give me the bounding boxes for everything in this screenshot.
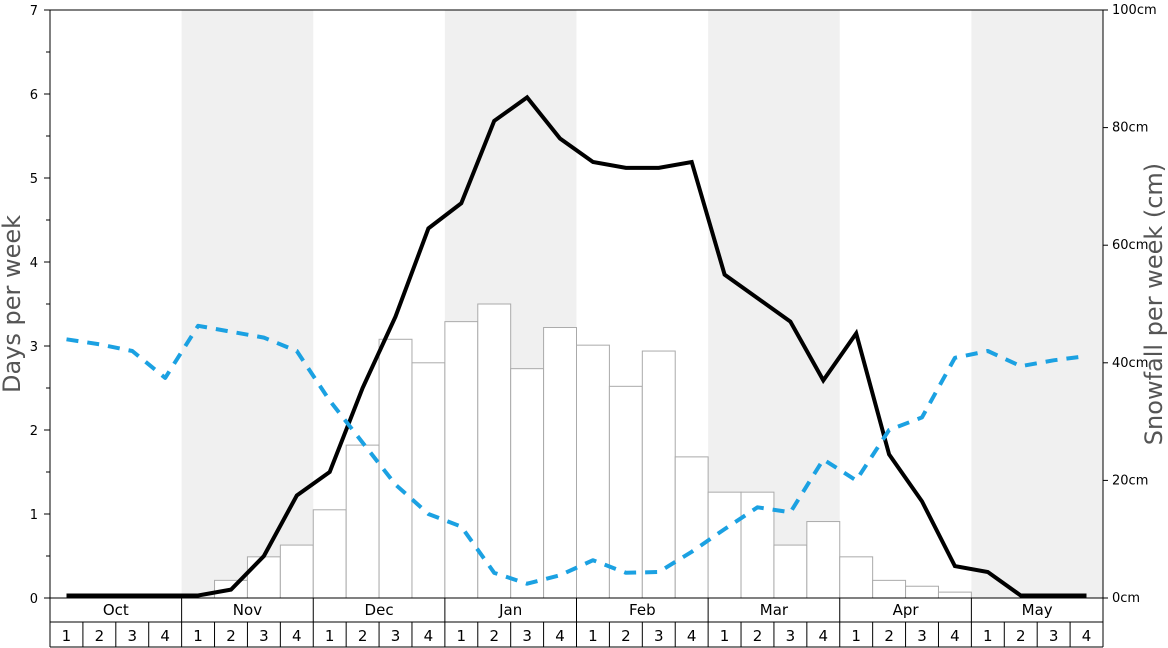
solid-series-line — [66, 94, 1087, 598]
snowfall-bar — [806, 521, 841, 599]
snowfall-bar — [641, 350, 676, 599]
week-label: 4 — [1082, 627, 1092, 645]
week-label: 3 — [127, 627, 137, 645]
week-label: 1 — [720, 627, 730, 645]
week-label: 1 — [62, 627, 72, 645]
week-label: 4 — [819, 627, 829, 645]
y-axis-left-title: Days per week — [0, 215, 26, 393]
snowfall-bar — [839, 556, 874, 599]
snowfall-bar — [937, 591, 972, 599]
left-tick-label: 6 — [30, 88, 38, 103]
right-tick-label: 80cm — [1112, 121, 1148, 136]
week-label: 3 — [654, 627, 664, 645]
month-label-nov: Nov — [233, 601, 262, 619]
week-label: 4 — [687, 627, 697, 645]
left-tick-label: 4 — [30, 256, 38, 271]
right-tick-label: 60cm — [1112, 238, 1148, 253]
snowfall-bar — [872, 579, 907, 599]
left-tick-label: 2 — [30, 424, 38, 439]
month-label-oct: Oct — [103, 601, 129, 619]
month-label-feb: Feb — [629, 601, 656, 619]
snowfall-bar — [312, 509, 347, 599]
left-tick-label: 3 — [30, 340, 38, 355]
week-label: 1 — [193, 627, 203, 645]
month-label-jan: Jan — [498, 601, 522, 619]
snowfall-bar — [378, 338, 413, 599]
left-tick-label: 0 — [30, 592, 38, 607]
right-tick-label: 0cm — [1112, 591, 1140, 606]
snowfall-bar — [279, 544, 314, 599]
week-label: 1 — [588, 627, 598, 645]
snowfall-bar — [411, 362, 446, 599]
left-tick-label: 1 — [30, 508, 38, 523]
left-tick-label: 7 — [30, 4, 38, 19]
snowfall-bar — [345, 444, 380, 599]
month-shade-may — [971, 10, 1103, 598]
week-label: 2 — [358, 627, 368, 645]
week-label: 4 — [160, 627, 170, 645]
right-tick-label: 40cm — [1112, 356, 1148, 371]
week-label: 2 — [226, 627, 236, 645]
snowfall-bar — [905, 585, 939, 599]
snowfall-bar — [444, 321, 479, 599]
week-label: 3 — [259, 627, 269, 645]
right-tick-label: 20cm — [1112, 473, 1148, 488]
month-label-mar: Mar — [760, 601, 789, 619]
snowfall-bar — [543, 327, 577, 599]
week-label: 4 — [950, 627, 960, 645]
week-label: 2 — [489, 627, 499, 645]
snowfall-bar — [707, 491, 742, 599]
month-label-apr: Apr — [893, 601, 920, 619]
week-label: 3 — [917, 627, 927, 645]
month-shade-nov — [181, 10, 314, 598]
week-label: 3 — [522, 627, 532, 645]
week-label: 3 — [1049, 627, 1059, 645]
snowfall-bar — [510, 368, 545, 599]
week-label: 1 — [325, 627, 335, 645]
week-label: 1 — [851, 627, 861, 645]
week-label: 3 — [391, 627, 401, 645]
y-axis-right-title: Snowfall per week (cm) — [1140, 163, 1168, 445]
week-label: 1 — [983, 627, 993, 645]
week-label: 1 — [457, 627, 467, 645]
week-label: 4 — [292, 627, 302, 645]
week-label: 2 — [1016, 627, 1026, 645]
week-label: 2 — [95, 627, 105, 645]
week-label: 2 — [753, 627, 763, 645]
week-label: 4 — [555, 627, 565, 645]
month-label-dec: Dec — [365, 601, 394, 619]
left-tick-label: 5 — [30, 172, 38, 187]
right-tick-label: 100cm — [1112, 3, 1157, 18]
week-label: 2 — [621, 627, 631, 645]
week-label: 2 — [884, 627, 894, 645]
snowfall-bar — [773, 544, 808, 599]
week-label: 3 — [786, 627, 796, 645]
week-label: 4 — [424, 627, 434, 645]
snowfall-bar — [246, 556, 281, 599]
dashed-series-line — [66, 323, 1087, 586]
month-label-may: May — [1022, 601, 1053, 619]
snowfall-bar — [674, 456, 709, 599]
